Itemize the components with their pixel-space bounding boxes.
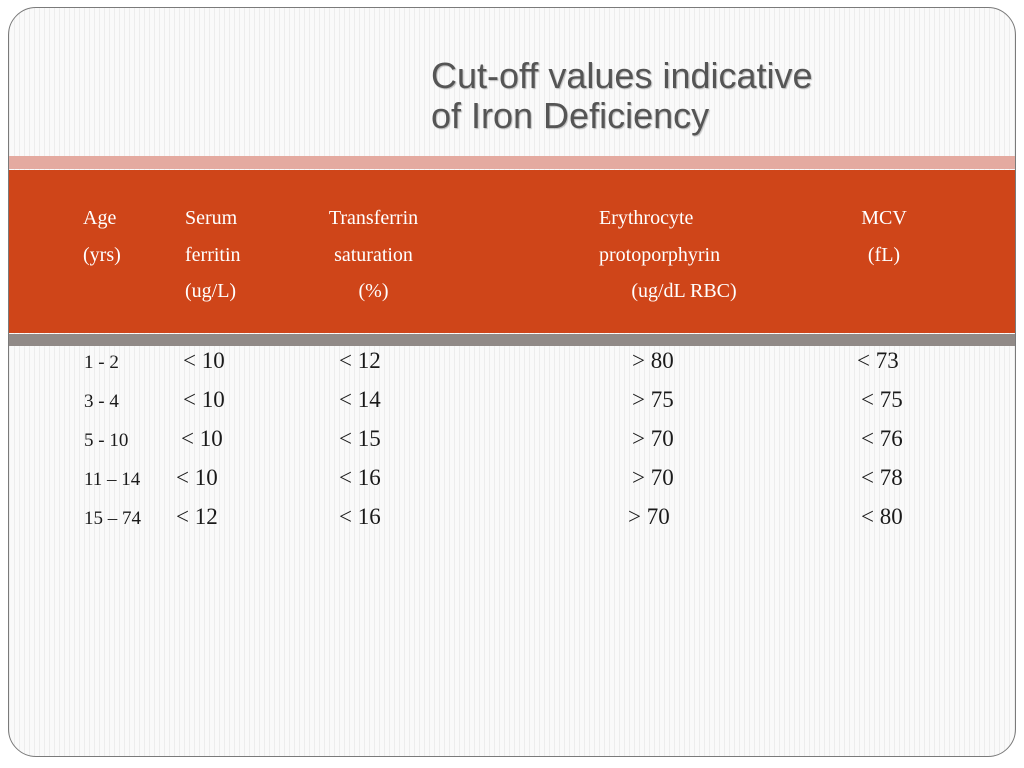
header-mcv-line-1: MCV [861, 207, 907, 229]
accent-band [9, 156, 1015, 169]
header-protoporphyrin: Erythrocyte protoporphyrin (ug/dL RBC) [599, 200, 769, 310]
table-cell-protoporphyrin: > 70 [632, 426, 674, 451]
title-line-2: of Iron Deficiency [431, 95, 710, 136]
header-age-line-2: (yrs) [83, 243, 121, 266]
table-cell-age: 3 - 4 [84, 391, 119, 412]
table-cell-protoporphyrin: > 80 [632, 348, 674, 373]
header-ferritin-line-1: Serum [185, 207, 238, 229]
header-mcv-line-2: (fL) [867, 243, 901, 266]
table-cell-mcv: < 80 [861, 504, 903, 529]
header-protoporphyrin-line-3: (ug/dL RBC) [631, 280, 737, 302]
table-cell-age: 1 - 2 [84, 352, 119, 373]
table-cell-age: 11 – 14 [84, 469, 141, 490]
table-cell-mcv: < 78 [861, 465, 903, 490]
title-line-1: Cut-off values indicative [431, 55, 813, 96]
table-cell-transferrin: < 14 [339, 387, 381, 412]
table-cell-ferritin: < 10 [183, 387, 225, 412]
header-transferrin-line-2: saturation [334, 243, 413, 266]
table-cell-ferritin: < 10 [176, 465, 218, 490]
table-cell-age: 15 – 74 [84, 508, 141, 529]
header-protoporphyrin-line-2: protoporphyrin [599, 243, 721, 266]
table-cell-transferrin: < 16 [339, 504, 381, 529]
header-ferritin-line-3: (ug/L) [185, 280, 237, 302]
table-cell-transferrin: < 12 [339, 348, 381, 373]
header-transferrin-line-1: Transferrin [328, 207, 419, 229]
table-cell-ferritin: < 12 [176, 504, 218, 529]
header-transferrin: Transferrin saturation (%) [316, 200, 431, 310]
table-cell-mcv: < 73 [857, 348, 899, 373]
table-header-band [9, 170, 1015, 333]
header-mcv: MCV (fL) [849, 200, 919, 273]
header-protoporphyrin-line-1: Erythrocyte [599, 207, 694, 229]
table-cell-protoporphyrin: > 70 [632, 465, 674, 490]
header-serum-ferritin: Serum ferritin (ug/L) [185, 200, 241, 310]
slide-title: Cut-off values indicative of Iron Defici… [431, 56, 991, 136]
table-divider-band [9, 334, 1015, 346]
header-age: Age (yrs) [83, 200, 121, 273]
header-transferrin-line-3: (%) [358, 280, 389, 302]
slide: Cut-off values indicative of Iron Defici… [8, 7, 1016, 757]
table-cell-protoporphyrin: > 75 [632, 387, 674, 412]
table-cell-protoporphyrin: > 70 [628, 504, 670, 529]
table-cell-mcv: < 76 [861, 426, 903, 451]
table-cell-transferrin: < 16 [339, 465, 381, 490]
header-ferritin-line-2: ferritin [185, 243, 241, 266]
table-cell-mcv: < 75 [861, 387, 903, 412]
table-cell-ferritin: < 10 [183, 348, 225, 373]
table-cell-age: 5 - 10 [84, 430, 129, 451]
table-cell-transferrin: < 15 [339, 426, 381, 451]
header-age-line-1: Age [83, 207, 117, 229]
table-cell-ferritin: < 10 [181, 426, 223, 451]
